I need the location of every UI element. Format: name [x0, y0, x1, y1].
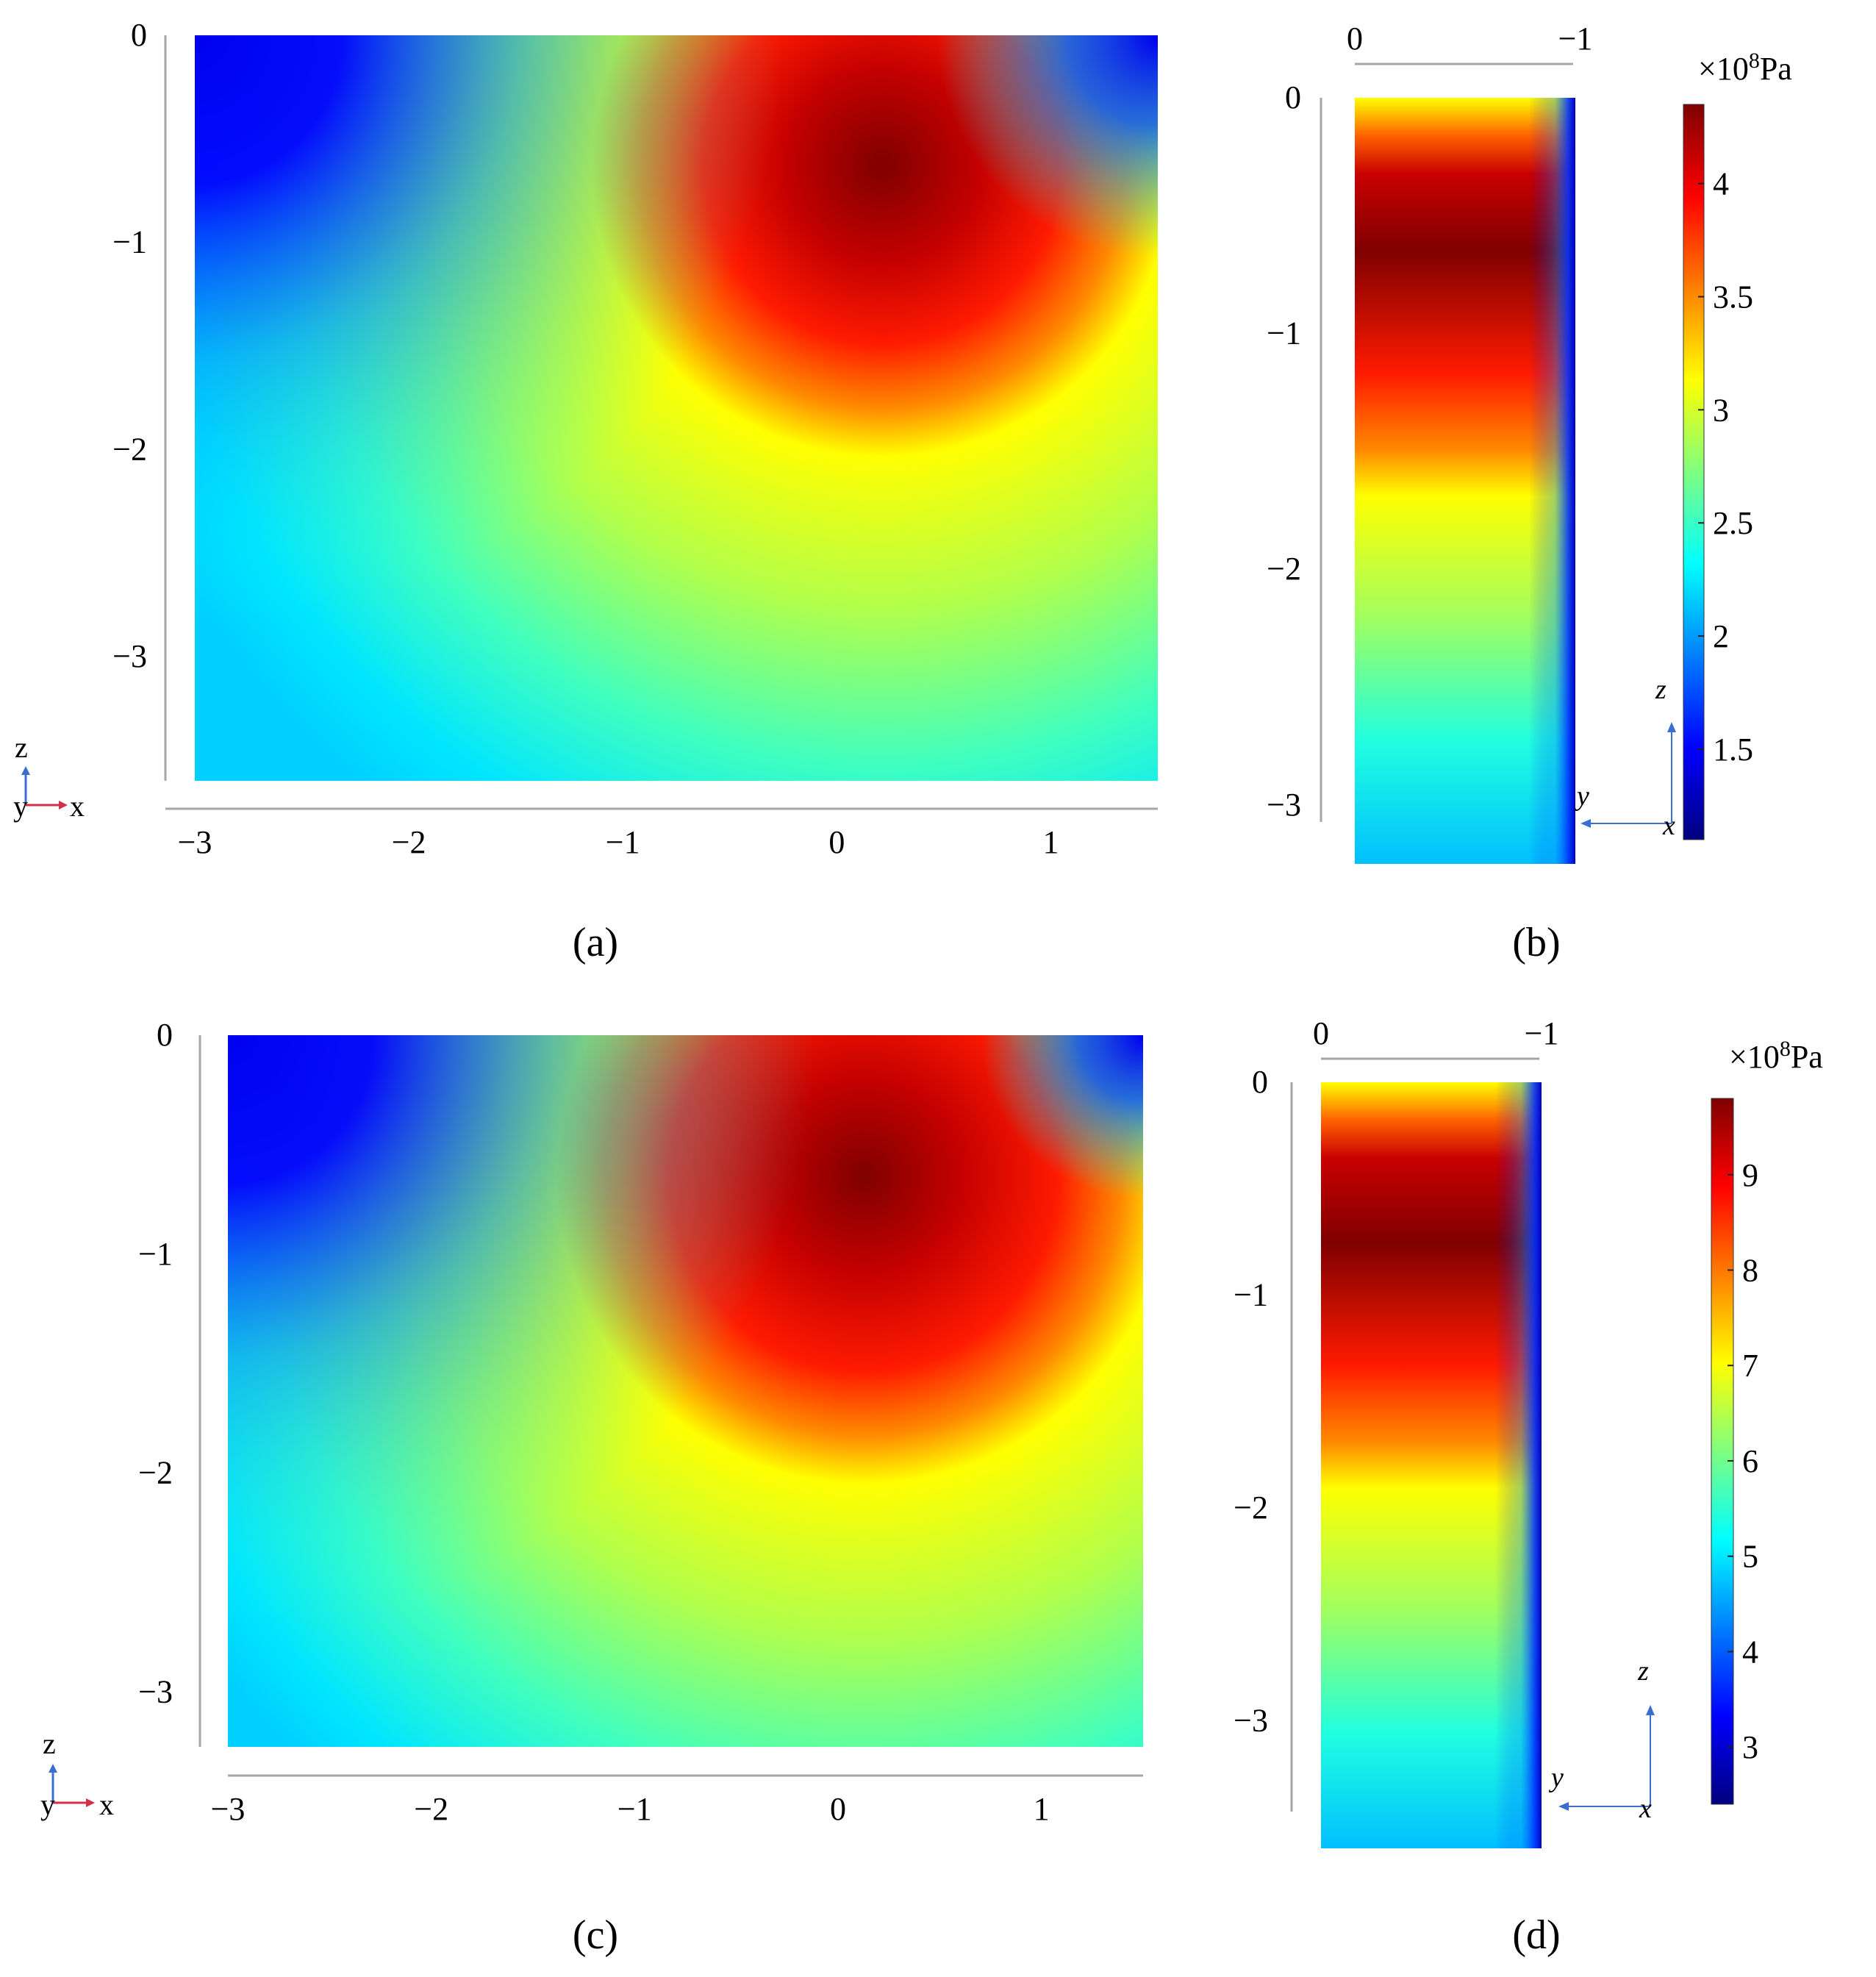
- colorbar-tick-label: 2: [1713, 618, 1729, 654]
- panel-b-ticks: 0 −1 0 −1 −2 −3: [1267, 21, 1592, 823]
- panel-a-low-region-right: [195, 35, 1158, 781]
- x-tick-label: −2: [392, 824, 426, 860]
- colorbar-1: ×108Pa 1.5 2 2.5 3 3.5 4: [1683, 49, 1792, 840]
- colorbar-1-ticks: 1.5 2 2.5 3 3.5 4: [1698, 166, 1753, 768]
- panel-d-ticks: 0 −1 0 −1 −2 −3: [1234, 1015, 1558, 1738]
- colorbar-tick-label: 4: [1742, 1634, 1758, 1670]
- colorbar-2-ticks: 3 4 5 6 7 8 9: [1728, 1157, 1758, 1765]
- triad-z-label: z: [1637, 1656, 1649, 1687]
- z-tick-label: 0: [157, 1017, 173, 1053]
- panel-d-label: (d): [1512, 1912, 1560, 1958]
- colorbar-2-bar: [1711, 1098, 1734, 1805]
- z-tick-label: 0: [131, 17, 147, 53]
- x-tick-label: 0: [828, 824, 845, 860]
- x-tick-label: −3: [178, 824, 212, 860]
- panel-c-label: (c): [573, 1912, 618, 1958]
- z-tick-label: −3: [138, 1674, 173, 1710]
- z-tick-label: 0: [1285, 79, 1301, 115]
- y-tick-label: −1: [1558, 21, 1593, 57]
- triad-x-label: x: [1639, 1793, 1652, 1824]
- colorbar-1-bar: [1683, 104, 1705, 840]
- colorbar-tick-label: 3: [1713, 392, 1729, 428]
- panel-b-edge-low: [1529, 98, 1575, 864]
- y-tick-label: 0: [1313, 1015, 1329, 1051]
- panel-a: −3 −2 −1 0 1 0 −1 −2 −3 z y x (a): [13, 17, 1158, 965]
- colorbar-tick-label: 3: [1742, 1729, 1758, 1765]
- colorbar-tick-label: 7: [1742, 1348, 1758, 1384]
- y-tick-label: −1: [1525, 1015, 1559, 1051]
- axis-triad-side-d: z y x: [1548, 1656, 1655, 1824]
- x-tick-label: −2: [414, 1791, 448, 1827]
- y-tick-label: 0: [1347, 21, 1363, 57]
- z-tick-label: −2: [1234, 1490, 1268, 1526]
- x-tick-label: 0: [830, 1791, 846, 1827]
- z-tick-label: 0: [1252, 1064, 1268, 1100]
- triad-y-label: y: [1548, 1762, 1564, 1793]
- axis-triad-front-c: z y x: [40, 1727, 114, 1821]
- colorbar-tick-label: 9: [1742, 1157, 1758, 1193]
- z-tick-label: −1: [112, 224, 147, 260]
- triad-z-label: z: [15, 731, 28, 764]
- colorbar-tick-label: 8: [1742, 1253, 1758, 1289]
- x-tick-label: 1: [1034, 1791, 1050, 1827]
- panel-b: 0 −1 0 −1 −2 −3 z y x (b): [1267, 21, 1676, 965]
- panel-a-label: (a): [573, 920, 618, 965]
- panel-d: 0 −1 0 −1 −2 −3 z y x (d): [1234, 1015, 1655, 1958]
- colorbar-tick-label: 2.5: [1713, 505, 1753, 541]
- triad-y-label: y: [13, 790, 28, 823]
- panel-c-ticks: −3 −2 −1 0 1 0 −1 −2 −3: [138, 1017, 1049, 1827]
- colorbar-tick-label: 6: [1742, 1443, 1758, 1479]
- colorbar-tick-label: 5: [1742, 1539, 1758, 1575]
- triad-y-label: y: [40, 1788, 55, 1821]
- axis-triad-side-b: z y x: [1574, 674, 1676, 841]
- z-tick-label: −1: [138, 1236, 173, 1272]
- z-tick-label: −1: [1267, 315, 1301, 351]
- z-tick-label: −2: [138, 1455, 173, 1491]
- z-tick-label: −3: [1267, 787, 1301, 823]
- colorbar-2: ×108Pa 3 4 5 6 7 8 9: [1711, 1037, 1823, 1805]
- triad-x-label: x: [99, 1788, 114, 1821]
- z-tick-label: −3: [1234, 1702, 1268, 1738]
- panel-c: −3 −2 −1 0 1 0 −1 −2 −3 z y x (c): [40, 1017, 1143, 1958]
- panel-c-low-region-right: [228, 1035, 1143, 1747]
- triad-x-label: x: [1662, 810, 1675, 841]
- x-tick-label: −1: [617, 1791, 652, 1827]
- z-tick-label: −2: [112, 431, 147, 467]
- z-tick-label: −2: [1267, 551, 1301, 587]
- triad-z-label: z: [1655, 674, 1666, 705]
- z-tick-label: −3: [112, 638, 147, 674]
- panel-a-ticks: −3 −2 −1 0 1 0 −1 −2 −3: [112, 17, 1059, 860]
- colorbar-1-title: ×108Pa: [1698, 49, 1792, 87]
- triad-z-label: z: [43, 1727, 56, 1760]
- panel-d-edge-low: [1495, 1082, 1542, 1848]
- colorbar-2-title: ×108Pa: [1729, 1037, 1823, 1075]
- colorbar-tick-label: 3.5: [1713, 279, 1753, 315]
- colorbar-tick-label: 1.5: [1713, 732, 1753, 768]
- z-tick-label: −1: [1234, 1276, 1268, 1312]
- panel-b-label: (b): [1512, 920, 1560, 965]
- x-tick-label: −1: [606, 824, 640, 860]
- axis-triad-front: z y x: [13, 731, 85, 823]
- triad-x-label: x: [70, 790, 85, 823]
- x-tick-label: −3: [211, 1791, 246, 1827]
- colorbar-tick-label: 4: [1713, 166, 1729, 202]
- triad-y-label: y: [1574, 781, 1589, 812]
- x-tick-label: 1: [1042, 824, 1059, 860]
